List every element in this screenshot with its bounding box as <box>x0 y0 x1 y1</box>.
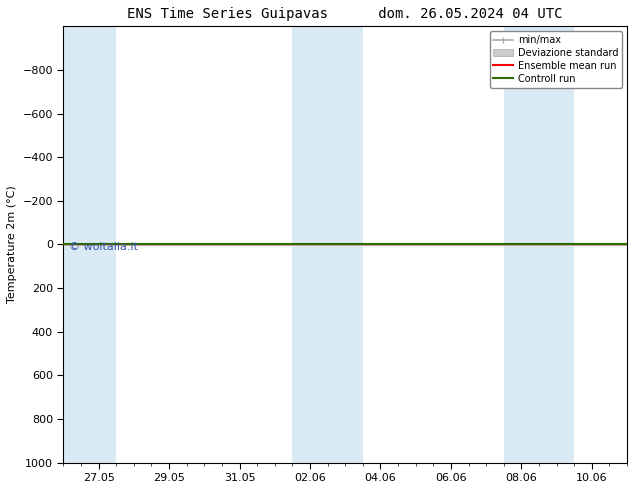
Y-axis label: Temperature 2m (°C): Temperature 2m (°C) <box>7 186 17 303</box>
Title: ENS Time Series Guipavas      dom. 26.05.2024 04 UTC: ENS Time Series Guipavas dom. 26.05.2024… <box>127 7 563 21</box>
Bar <box>292 26 363 463</box>
Text: © woitalia.it: © woitalia.it <box>69 242 138 252</box>
Legend: min/max, Deviazione standard, Ensemble mean run, Controll run: min/max, Deviazione standard, Ensemble m… <box>489 31 622 88</box>
Bar <box>63 26 116 463</box>
Bar <box>504 26 574 463</box>
